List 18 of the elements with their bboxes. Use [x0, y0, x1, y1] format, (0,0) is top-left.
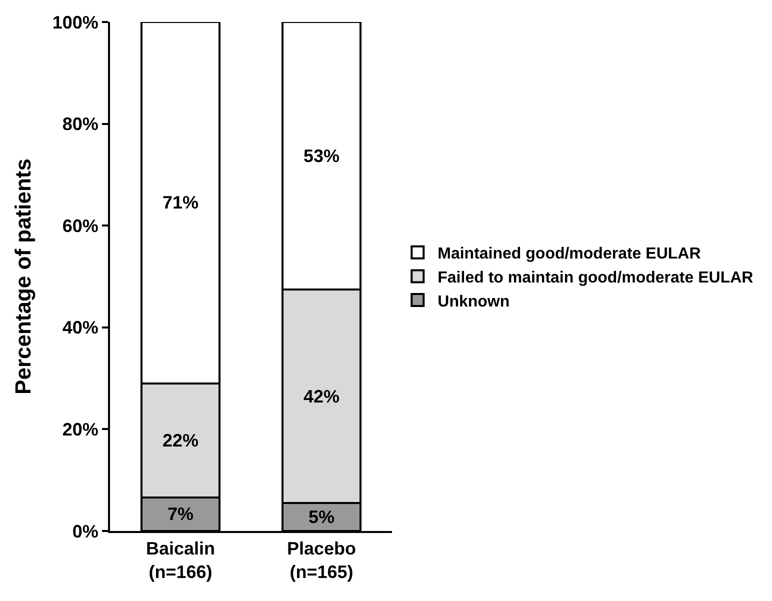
y-tick-label: 100% — [52, 12, 98, 32]
y-tick-label: 80% — [62, 114, 98, 134]
legend-label: Maintained good/moderate EULAR — [438, 246, 702, 263]
data-label: 22% — [162, 430, 199, 450]
data-label: 53% — [303, 146, 340, 166]
legend-label: Unknown — [438, 293, 510, 310]
data-label: 5% — [308, 507, 335, 528]
y-tick-label: 0% — [72, 521, 98, 542]
x-tick-label: Placebo (n=165) — [286, 538, 356, 582]
legend-label: Failed to maintain good/moderate EULAR — [438, 269, 754, 286]
x-tick-label: Baicalin (n=166) — [146, 538, 216, 582]
y-tick-label: 20% — [62, 420, 98, 440]
y-tick-label: 40% — [62, 318, 98, 338]
y-tick-label: 60% — [62, 216, 98, 236]
data-label: 71% — [162, 192, 199, 213]
data-label: 42% — [303, 386, 340, 406]
data-label: 7% — [167, 504, 194, 524]
y-axis-title: Percentage of patients — [10, 158, 36, 394]
